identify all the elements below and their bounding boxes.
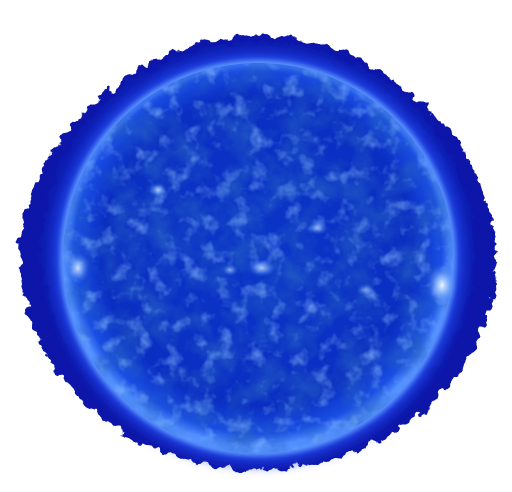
active-regions <box>66 183 458 307</box>
solar-disk <box>60 60 456 456</box>
